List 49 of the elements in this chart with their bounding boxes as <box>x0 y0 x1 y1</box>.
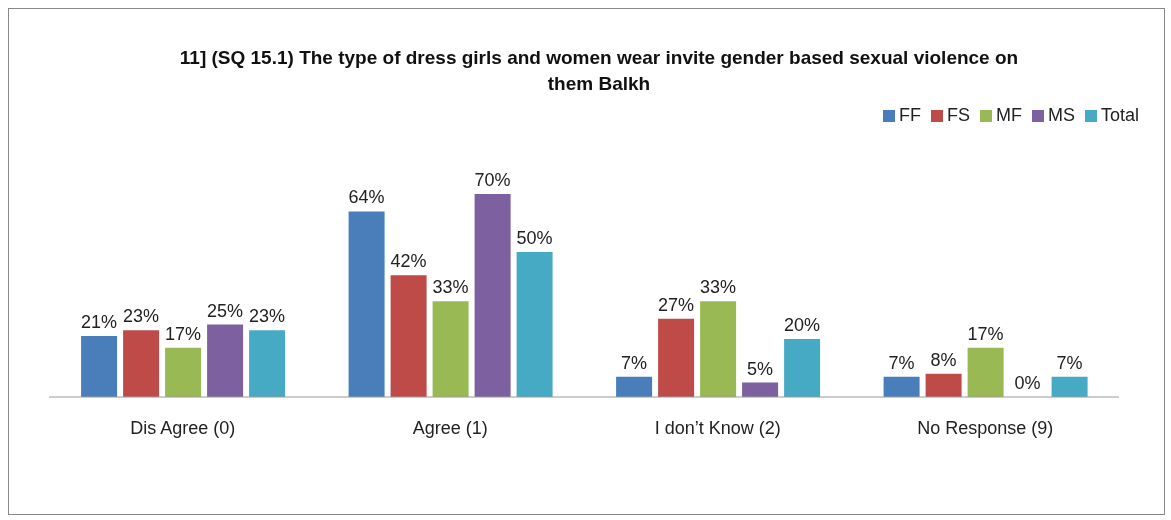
legend-label: FS <box>946 105 970 125</box>
data-label: 17% <box>967 323 1004 344</box>
data-label: 17% <box>165 323 202 344</box>
x-tick-label: Agree (1) <box>412 417 488 438</box>
bar <box>207 324 244 397</box>
bar <box>390 275 427 397</box>
legend-label: MF <box>995 105 1022 125</box>
data-label: 23% <box>249 306 286 327</box>
data-label: 64% <box>348 187 385 208</box>
bar <box>967 347 1004 397</box>
data-label: 33% <box>432 277 469 298</box>
bar <box>700 301 737 397</box>
bar <box>165 347 202 397</box>
bar <box>925 373 962 397</box>
data-label: 23% <box>123 306 160 327</box>
chart-title: 11] (SQ 15.1) The type of dress girls and women wear invite gender based sexual violence on them Balkh <box>178 46 1020 96</box>
data-label: 20% <box>784 315 821 335</box>
data-label: 42% <box>390 251 427 272</box>
data-label: 50% <box>516 228 553 248</box>
data-label: 7% <box>888 352 915 373</box>
data-label: 0% <box>1014 372 1041 393</box>
bar <box>658 318 695 397</box>
data-label: 8% <box>930 349 957 370</box>
data-label: 25% <box>207 300 244 321</box>
bar <box>1051 376 1088 397</box>
legend-label: Total <box>1100 105 1139 125</box>
data-label: 7% <box>1056 352 1083 373</box>
x-tick-label: Dis Agree (0) <box>130 417 236 438</box>
bar <box>784 339 821 397</box>
data-label: 21% <box>81 312 118 333</box>
bar <box>742 382 779 397</box>
legend-label: MS <box>1047 105 1075 125</box>
bar <box>249 330 286 397</box>
x-tick-label: No Response (9) <box>917 417 1054 438</box>
bar <box>474 194 511 397</box>
x-tick-label: I don’t Know (2) <box>654 417 781 438</box>
bar <box>123 330 160 397</box>
data-label: 5% <box>747 358 774 379</box>
data-label: 33% <box>700 277 737 298</box>
data-label: 7% <box>621 352 648 373</box>
bar <box>81 336 118 397</box>
bar <box>516 252 553 397</box>
bar <box>348 211 385 397</box>
bar <box>616 376 653 397</box>
bar <box>883 376 920 397</box>
bar <box>432 301 469 397</box>
legend-label: FF <box>898 105 921 125</box>
data-label: 70% <box>474 170 511 190</box>
data-label: 27% <box>658 294 695 315</box>
